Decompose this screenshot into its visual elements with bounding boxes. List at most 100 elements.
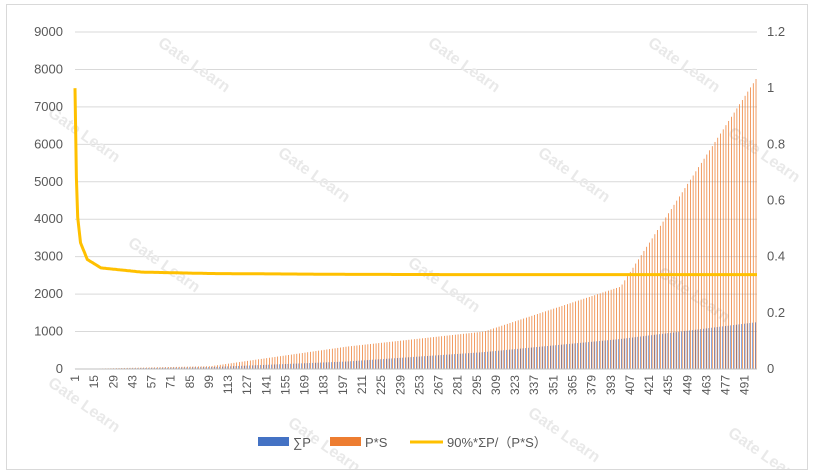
legend-swatch <box>258 437 289 446</box>
watermark-text: Gate Learn <box>275 144 353 206</box>
sum-p-bar <box>159 367 160 369</box>
sum-p-bar <box>304 363 305 369</box>
ps-bar <box>178 366 180 369</box>
x-tick-label: 379 <box>585 375 599 395</box>
sum-p-bar <box>749 323 751 369</box>
ps-bar <box>362 344 363 369</box>
sum-p-bar <box>623 338 625 369</box>
watermark-text: Gate Learn <box>425 34 503 96</box>
ps-bar <box>687 183 689 369</box>
ps-bar <box>271 357 273 369</box>
ps-bar <box>217 365 218 369</box>
ps-bar <box>608 290 609 369</box>
left-tick-label: 0 <box>56 361 63 376</box>
ps-bar <box>638 259 639 369</box>
sum-p-bar <box>164 367 166 369</box>
sum-p-bar <box>711 327 712 369</box>
ps-bar <box>187 366 188 369</box>
ps-bar <box>419 338 421 369</box>
sum-p-bar <box>153 367 155 369</box>
ps-bar <box>602 292 604 369</box>
sum-p-bar <box>170 367 171 369</box>
sum-p-bar <box>232 366 234 369</box>
ps-bar <box>430 337 432 369</box>
sum-p-bar <box>629 337 630 369</box>
sum-p-bar <box>396 358 398 369</box>
ps-bar <box>255 359 257 369</box>
sum-p-bar <box>645 335 647 369</box>
sum-p-bar <box>273 364 275 369</box>
ps-bar <box>553 308 555 369</box>
ps-bar <box>665 217 667 369</box>
ps-bar <box>635 263 637 369</box>
ps-bar <box>534 314 535 369</box>
ps-bar <box>394 341 396 369</box>
watermark-text: Gate Learn <box>535 144 613 206</box>
ps-bar <box>214 365 216 369</box>
sum-p-bar <box>328 362 330 369</box>
ps-bar <box>228 363 229 369</box>
ps-bar <box>195 366 197 369</box>
ps-bar <box>258 359 259 369</box>
sum-p-bar <box>189 367 190 369</box>
ps-bar <box>318 350 320 369</box>
ps-bar <box>654 234 656 369</box>
x-tick-label: 407 <box>623 375 637 395</box>
ps-bar <box>203 366 205 369</box>
watermark-text: Gate Learn <box>725 424 803 469</box>
sum-p-bar <box>539 346 540 369</box>
sum-p-bar <box>358 360 360 369</box>
ps-bar <box>340 347 341 369</box>
sum-p-bar <box>470 352 472 369</box>
sum-p-bar <box>325 362 327 369</box>
sum-p-bar <box>541 346 543 369</box>
watermark-text: Gate Learn <box>125 234 203 296</box>
ps-bar <box>624 280 626 369</box>
sum-p-bar <box>459 353 461 369</box>
ps-bar <box>575 301 576 369</box>
ps-bar <box>506 323 508 369</box>
sum-p-bar <box>640 336 641 369</box>
right-tick-label: 0 <box>767 361 774 376</box>
ps-bar <box>482 331 484 369</box>
ps-bar <box>651 238 653 369</box>
ps-bar <box>236 362 238 369</box>
ps-bar <box>720 133 721 369</box>
ps-bar <box>572 302 574 369</box>
sum-p-bar <box>547 345 548 369</box>
legend-label: ∑P <box>293 435 311 450</box>
ps-bar <box>509 323 511 369</box>
ps-bar <box>714 141 716 369</box>
sum-p-bar <box>293 363 294 369</box>
ps-bar <box>413 339 415 369</box>
ps-bar <box>137 367 139 369</box>
ps-bar <box>260 358 262 369</box>
x-tick-label: 491 <box>738 375 752 395</box>
x-tick-label: 169 <box>298 375 312 395</box>
ratio-line <box>73 88 757 277</box>
sum-p-bar <box>632 337 633 369</box>
ps-bar <box>657 230 658 369</box>
watermarks: Gate Learn Gate Learn Gate Learn Gate Learn… <box>45 34 803 474</box>
sum-p-bar <box>282 364 283 369</box>
legend-label: 90%*ΣP/（P*S） <box>447 435 547 450</box>
ps-bar <box>536 314 538 369</box>
ps-bar <box>564 305 566 369</box>
sum-p-bar <box>413 356 414 369</box>
ps-bar <box>301 353 303 369</box>
ps-bar <box>293 354 295 369</box>
ps-bar <box>649 242 650 369</box>
ps-bar <box>296 353 298 369</box>
sum-p-bar <box>429 355 431 369</box>
ps-bar <box>184 366 186 369</box>
ps-bar <box>331 348 333 369</box>
sum-p-bar <box>681 331 682 369</box>
sum-p-bar <box>733 325 734 369</box>
sum-p-bar <box>683 331 685 369</box>
x-axis: 1 15 29 43 57 71 85 99 113 127 141 155 169 183 197 211 2… <box>68 368 757 395</box>
x-tick-label: 183 <box>317 375 331 395</box>
sum-p-bar <box>380 359 382 369</box>
ps-bar <box>165 367 166 369</box>
sum-p-bar <box>514 349 516 369</box>
sum-p-bar <box>642 336 644 369</box>
